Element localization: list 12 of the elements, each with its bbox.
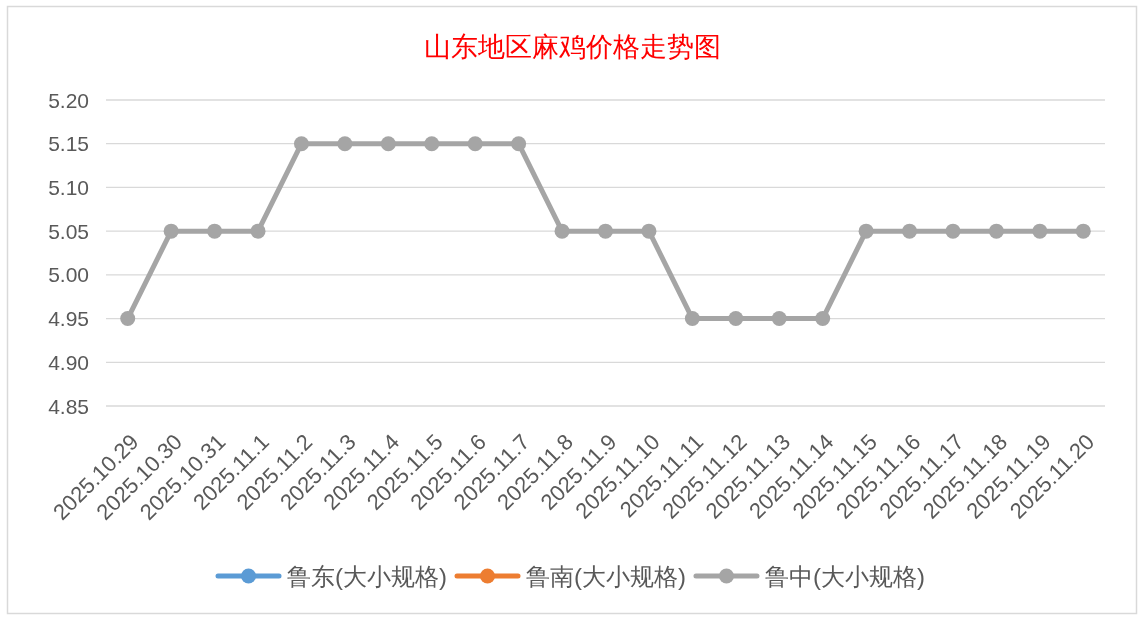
y-tick-label: 4.85 — [48, 394, 89, 418]
y-tick-label: 4.95 — [48, 307, 89, 331]
y-tick-label: 5.10 — [48, 175, 89, 199]
y-tick-label: 5.05 — [48, 219, 89, 243]
y-tick-label: 5.00 — [48, 263, 89, 287]
y-tick-label: 5.20 — [48, 88, 89, 112]
y-tick-label: 4.90 — [48, 350, 89, 374]
title: 山东地区麻鸡价格走势图 — [424, 31, 721, 62]
legend-label: 鲁南(大小规格) — [526, 562, 686, 590]
y-tick-label: 5.15 — [48, 132, 89, 156]
legend-label: 鲁东(大小规格) — [287, 562, 447, 590]
legend-label: 鲁中(大小规格) — [765, 562, 925, 590]
